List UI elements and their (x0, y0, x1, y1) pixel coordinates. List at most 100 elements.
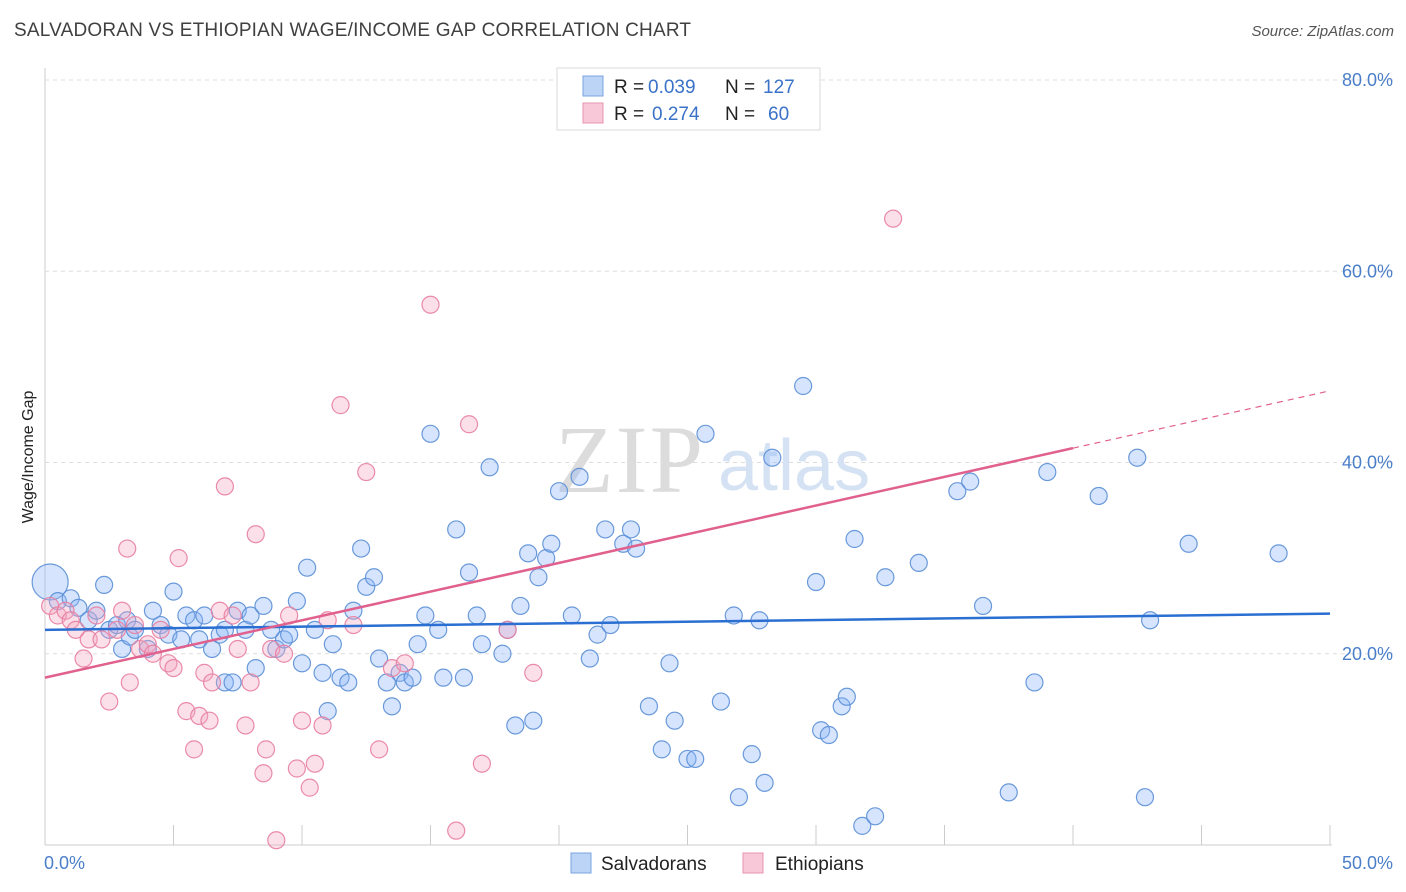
legend-n-value-1: 127 (763, 77, 795, 98)
y-tick-label: 60.0% (1342, 261, 1393, 281)
ethiopian-point (118, 539, 137, 558)
bottom-legend-swatch-ethiopians (742, 852, 764, 874)
salvadoran-point (678, 749, 697, 769)
salvadoran-point (467, 606, 486, 625)
chart-source: Source: ZipAtlas.com (1251, 23, 1394, 40)
salvadoran-point (524, 711, 543, 730)
ethiopian-point (74, 649, 93, 668)
ethiopian-point (267, 831, 286, 850)
salvadoran-point (542, 534, 561, 553)
ethiopian-trend-extension (1072, 390, 1331, 449)
salvadoran-point (1140, 611, 1160, 630)
salvadoran-point (570, 467, 589, 486)
ethiopian-point (524, 663, 543, 682)
salvadoran-point (1089, 486, 1108, 506)
watermark-atlas: atlas (718, 426, 870, 506)
ethiopian-point (241, 673, 260, 692)
salvadoran-point (596, 520, 615, 539)
salvadoran-point (519, 544, 538, 563)
salvadoran-point (313, 663, 332, 682)
ethiopian-point (215, 477, 234, 496)
salvadoran-point (529, 568, 548, 587)
ethiopian-point (164, 658, 183, 678)
salvadoran-point (31, 563, 69, 601)
ethiopian-point (421, 295, 440, 314)
bottom-legend: Salvadorans Ethiopians (570, 852, 864, 875)
salvadoran-point (370, 649, 389, 668)
ethiopian-point (223, 606, 242, 625)
salvadoran-point (876, 568, 895, 587)
salvadoran-point (447, 520, 466, 539)
salvadoran-point (287, 592, 306, 611)
salvadoran-point (246, 658, 265, 678)
salvadoran-point (454, 668, 474, 687)
watermark-zip: ZIP (555, 406, 705, 513)
salvadoran-point (819, 725, 838, 745)
legend-swatch-salvadorans (582, 75, 604, 97)
legend-r-label-1: R = (614, 77, 644, 98)
salvadoran-point (323, 635, 342, 654)
ethiopian-point (246, 525, 265, 544)
salvadoran-point (549, 482, 569, 501)
salvadoran-point (652, 740, 671, 759)
salvadoran-point (143, 601, 163, 620)
salvadoran-point (853, 816, 872, 835)
ethiopian-point (100, 692, 119, 711)
ethiopian-point (92, 630, 111, 649)
salvadoran-point (298, 558, 317, 577)
salvadoran-point (87, 601, 106, 620)
chart-title: SALVADORAN VS ETHIOPIAN WAGE/INCOME GAP … (14, 20, 692, 41)
salvadoran-point (95, 575, 114, 595)
y-axis-label: Wage/Income Gap (20, 391, 37, 524)
ethiopian-point (79, 630, 98, 649)
salvadoran-point (280, 625, 299, 644)
salvadoran-point (357, 577, 376, 596)
salvadoran-point (472, 635, 491, 654)
ethiopian-point (87, 606, 106, 625)
salvadoran-point (686, 749, 705, 769)
salvadoran-point (837, 687, 856, 706)
ethiopian-point (195, 663, 214, 682)
ethiopian-point (184, 740, 204, 759)
salvadoran-point (832, 697, 851, 716)
salvadoran-point (729, 788, 749, 807)
salvadoran-point (1025, 673, 1044, 692)
salvadoran-point (626, 539, 646, 558)
ethiopian-point (169, 549, 188, 568)
x-tick-label-max: 50.0% (1342, 853, 1393, 873)
legend-r-value-2: 0.274 (652, 104, 700, 125)
ethiopian-point (125, 615, 145, 635)
salvadoran-point (961, 472, 980, 491)
ethiopian-point (305, 754, 324, 773)
salvadoran-point (794, 376, 813, 396)
salvadoran-point (621, 520, 641, 539)
salvadoran-point (459, 563, 479, 582)
salvadoran-point (215, 673, 234, 692)
legend-r-value-1: 0.039 (648, 77, 696, 98)
salvadoran-point (506, 716, 525, 735)
salvadoran-point (434, 668, 453, 687)
salvadoran-point (195, 606, 214, 625)
salvadoran-point (408, 635, 427, 654)
ethiopian-point (370, 740, 389, 759)
ethiopian-point (56, 601, 75, 620)
salvadoran-point (665, 711, 684, 730)
salvadoran-point (755, 773, 774, 792)
salvadoran-point (742, 745, 761, 764)
salvadoran-point (948, 482, 967, 501)
salvadoran-point (763, 448, 782, 467)
ethiopian-trend-line (44, 446, 1074, 679)
ethiopian-point (447, 821, 466, 840)
ethiopian-point (112, 601, 132, 620)
ethiopian-point (200, 711, 219, 730)
ethiopian-point (459, 415, 479, 434)
y-tick-label: 20.0% (1342, 644, 1393, 664)
ethiopian-point (331, 396, 350, 415)
salvadoran-point (973, 596, 993, 616)
ethiopian-point (151, 620, 170, 639)
salvadoran-point (480, 458, 499, 477)
y-tick-label: 40.0% (1342, 453, 1393, 473)
salvadoran-point (711, 692, 731, 711)
bottom-legend-swatch-salvadorans (570, 852, 592, 874)
